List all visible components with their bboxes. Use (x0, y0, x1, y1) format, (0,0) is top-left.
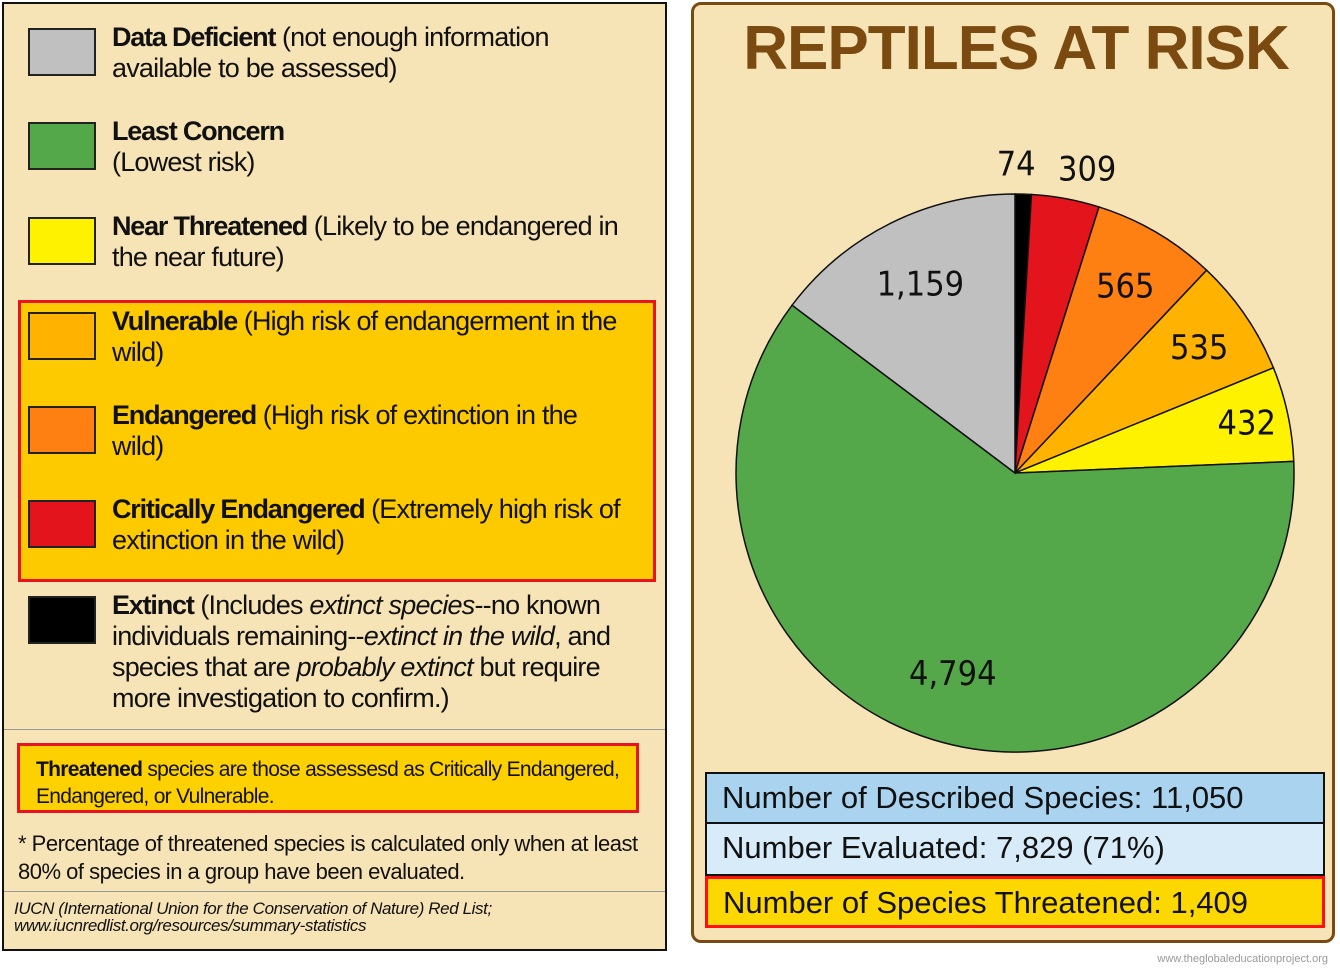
legend-label: Least Concern (112, 116, 285, 146)
legend-desc: (Likely to be endangered in the near fut… (112, 211, 619, 272)
legend-desc: (High risk of extinction in the wild) (112, 400, 578, 461)
stat-described-species: Number of Described Species: 11,050 (705, 772, 1325, 824)
legend-swatch (28, 406, 96, 454)
divider (4, 729, 665, 730)
pie-slice-endangered (1014, 206, 1208, 474)
legend-swatch (28, 122, 96, 170)
divider (4, 891, 665, 892)
legend-label: Data Deficient (112, 22, 276, 52)
pie-data-label: 309 (1058, 149, 1116, 189)
threatened-definition: Threatened species are those assessesd a… (17, 743, 639, 813)
legend-label: Critically Endangered (112, 494, 366, 524)
stat-threatened: Number of Species Threatened: 1,409 (705, 876, 1325, 928)
pie-slice-least-concern (735, 304, 1295, 753)
legend-swatch (28, 217, 96, 265)
pie-data-label: 4,794 (909, 654, 997, 694)
legend-swatch (28, 312, 96, 360)
legend-desc: (High risk of endangerment in the wild) (112, 306, 617, 367)
pie-data-label: 565 (1096, 266, 1154, 306)
legend-label: Vulnerable (112, 306, 238, 336)
legend-swatch (28, 500, 96, 548)
legend-label: Endangered (112, 400, 257, 430)
chart-panel: REPTILES AT RISK 74 309 565 535 432 4,794 1,15… (691, 2, 1335, 943)
pie-slice-vulnerable (1014, 269, 1275, 474)
legend-desc: (not enough information available to be … (112, 22, 550, 83)
pie-data-label: 1,159 (877, 264, 965, 304)
pie-chart: 74 309 565 535 432 4,794 1,159 (735, 144, 1295, 753)
pie-data-label: 74 (997, 144, 1036, 184)
percentage-note: * Percentage of threatened species is ca… (18, 831, 638, 884)
legend-desc: (Extremely high risk of extinction in th… (112, 494, 621, 555)
legend-panel: Data Deficient (not enough information a… (2, 2, 667, 951)
source-citation: IUCN (International Union for the Conser… (14, 899, 492, 935)
pie-data-label: 432 (1218, 404, 1276, 444)
pie-slice-data-deficient (791, 193, 1016, 475)
legend-label: Extinct (112, 590, 195, 620)
legend-label: Near Threatened (112, 211, 308, 241)
stat-evaluated: Number Evaluated: 7,829 (71%) (705, 824, 1325, 876)
legend-desc: (Lowest risk) (112, 147, 255, 177)
threatened-categories-box (18, 300, 656, 582)
watermark: www.theglobaleducationproject.org (1157, 953, 1328, 965)
pie-data-label: 535 (1170, 328, 1228, 368)
legend-swatch (28, 28, 96, 76)
chart-title: REPTILES AT RISK (743, 14, 1289, 83)
legend-swatch (28, 596, 96, 644)
